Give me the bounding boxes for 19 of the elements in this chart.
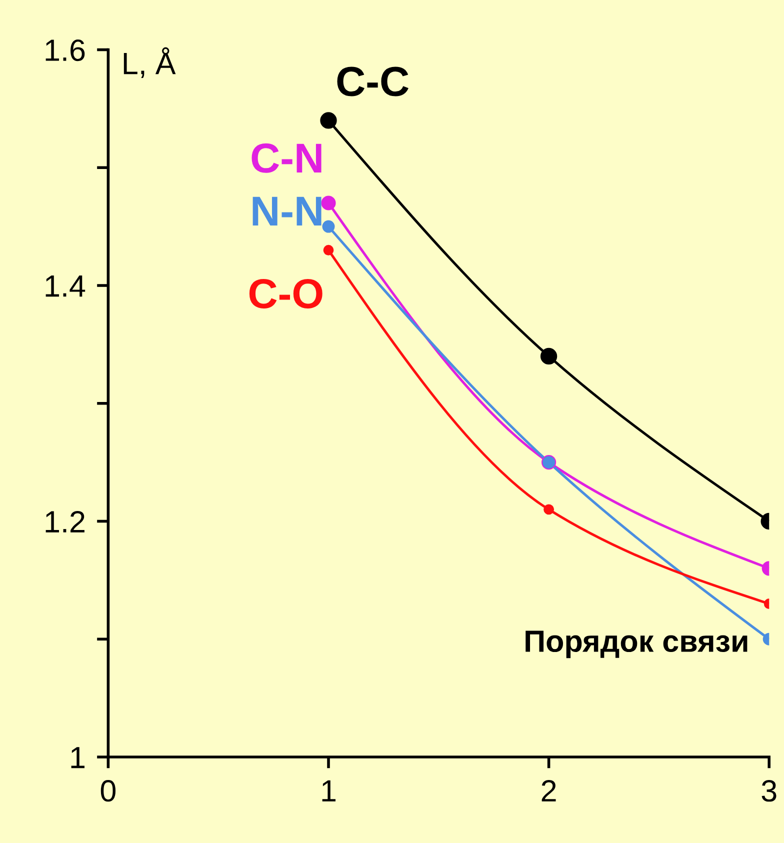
point [323, 244, 334, 256]
series-label: N-N [252, 196, 322, 226]
series-label: C-C [337, 66, 408, 96]
x-axis-title: Порядок связи [526, 630, 748, 658]
series-label: C-N [252, 143, 322, 173]
y-tick-label: 1 [71, 747, 84, 768]
y-axis-title: L, Å [124, 47, 176, 78]
series-label: C-O [249, 278, 322, 308]
x-tick-label: 2 [542, 780, 556, 802]
x-tick-label: 3 [762, 780, 776, 802]
point [322, 220, 335, 233]
y-tick-label: 1.2 [46, 510, 84, 532]
point [321, 196, 336, 210]
x-tick-label: 0 [100, 780, 116, 802]
x-tick-label: 1 [322, 780, 336, 802]
point [320, 112, 337, 129]
y-tick-label: 1.4 [46, 276, 86, 297]
point [540, 348, 558, 365]
y-tick-label: 1.6 [46, 39, 85, 62]
